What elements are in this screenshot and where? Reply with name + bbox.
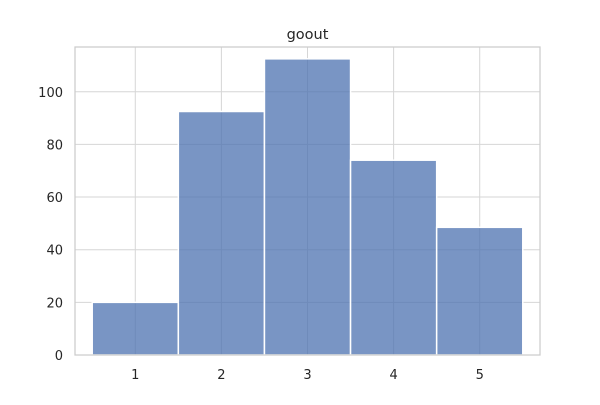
- plot-frame: [74, 46, 541, 356]
- y-tick-label: 80: [46, 138, 63, 153]
- bar-layer: [91, 58, 524, 356]
- bar-5: [435, 226, 524, 356]
- y-tick-label: 60: [46, 191, 63, 206]
- y-tick-label: 0: [55, 349, 63, 364]
- bar-4: [349, 159, 438, 356]
- bar-3: [263, 58, 352, 356]
- chart-title: goout: [287, 27, 329, 43]
- bar-1: [91, 301, 180, 356]
- x-tick-label: 2: [217, 368, 225, 383]
- x-tick-label: 4: [389, 368, 397, 383]
- y-tick-labels: 0 20 40 60 80 100: [38, 86, 63, 364]
- x-tick-label: 1: [131, 368, 139, 383]
- y-tick-label: 20: [46, 296, 63, 311]
- x-tick-label: 3: [303, 368, 311, 383]
- y-tick-label: 100: [38, 86, 63, 101]
- bar-2: [177, 110, 266, 356]
- y-tick-label: 40: [46, 244, 63, 259]
- x-tick-label: 5: [476, 368, 484, 383]
- x-tick-labels: 1 2 3 4 5: [131, 368, 484, 383]
